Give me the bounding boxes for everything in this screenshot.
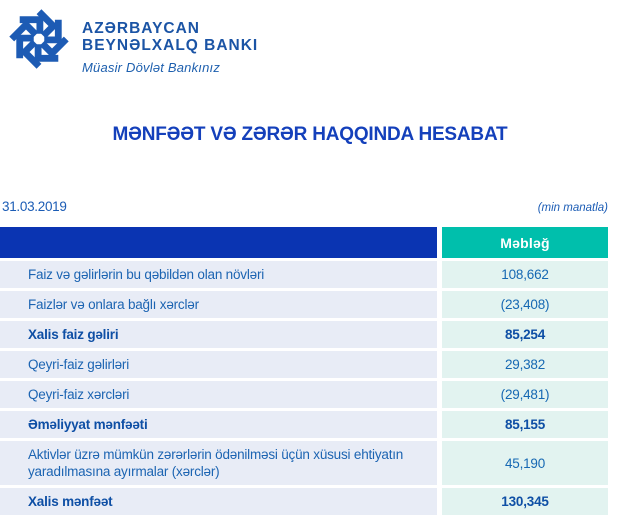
table-row: Qeyri-faiz gəlirləri 29,382 (0, 351, 608, 378)
row-label: Xalis mənfəət (0, 488, 437, 515)
table-row-total: Xalis mənfəət 130,345 (0, 488, 608, 515)
row-value: 45,190 (442, 441, 608, 485)
table-header-row: Məbləğ (0, 227, 608, 258)
row-label: Qeyri-faiz xərcləri (0, 381, 437, 408)
table-row: Faizlər və onlara bağlı xərclər (23,408) (0, 291, 608, 318)
unit-note: (min manatla) (537, 202, 608, 214)
table-row-subtotal: Xalis faiz gəliri 85,254 (0, 321, 608, 348)
bank-name-line1: AZƏRBAYCAN (82, 20, 200, 37)
row-value: 85,155 (442, 411, 608, 438)
row-value: (29,481) (442, 381, 608, 408)
bank-name-line2: BEYNƏLXALQ BANKI (82, 37, 259, 54)
row-value: 85,254 (442, 321, 608, 348)
header-amount-cell: Məbləğ (442, 227, 608, 258)
table-row: Faiz və gəlirlərin bu qəbildən olan növl… (0, 261, 608, 288)
row-label: Faiz və gəlirlərin bu qəbildən olan növl… (0, 261, 437, 288)
table-row: Aktivlər üzrə mümkün zərərlərin ödənilmə… (0, 441, 608, 485)
table-row: Qeyri-faiz xərcləri (29,481) (0, 381, 608, 408)
bank-header: AZƏRBAYCAN BEYNƏLXALQ BANKI Müasir Dövlə… (8, 6, 258, 75)
row-label: Faizlər və onlara bağlı xərclər (0, 291, 437, 318)
profit-loss-table: Məbləğ Faiz və gəlirlərin bu qəbildən ol… (0, 227, 608, 515)
row-value: (23,408) (442, 291, 608, 318)
row-label: Aktivlər üzrə mümkün zərərlərin ödənilmə… (0, 441, 437, 485)
report-date: 31.03.2019 (2, 199, 67, 214)
report-title: MƏNFƏƏT VƏ ZƏRƏR HAQQINDA HESABAT (112, 124, 508, 145)
row-label: Qeyri-faiz gəlirləri (0, 351, 437, 378)
row-value: 29,382 (442, 351, 608, 378)
row-value: 108,662 (442, 261, 608, 288)
row-label: Xalis faiz gəliri (0, 321, 437, 348)
table-row-subtotal: Əməliyyat mənfəəti 85,155 (0, 411, 608, 438)
row-label: Əməliyyat mənfəəti (0, 411, 437, 438)
row-value: 130,345 (442, 488, 608, 515)
bank-logo-icon (9, 9, 69, 69)
bank-name-block: AZƏRBAYCAN BEYNƏLXALQ BANKI Müasir Dövlə… (82, 6, 258, 75)
header-label-cell (0, 227, 437, 258)
bank-tagline: Müasir Dövlət Bankınız (82, 60, 221, 75)
report-meta-row: 31.03.2019 (min manatla) (2, 199, 608, 214)
